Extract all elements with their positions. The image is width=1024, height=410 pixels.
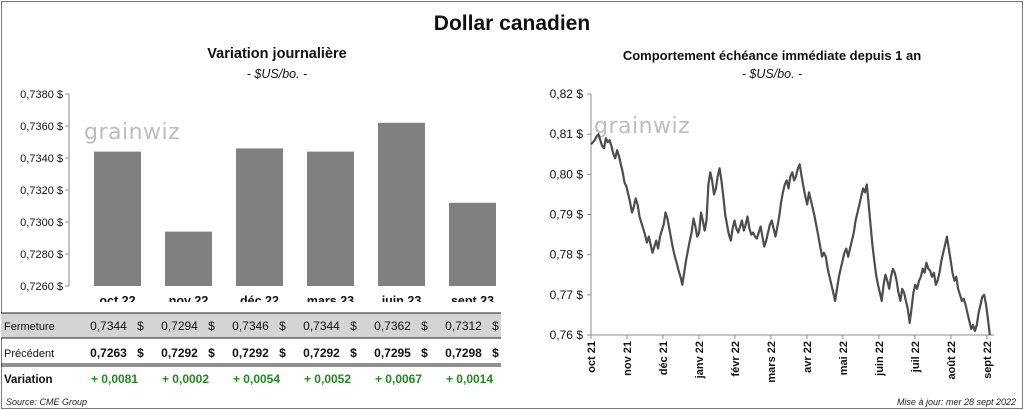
bar-x-tick-label: sept 23 bbox=[451, 294, 494, 302]
table-cell-value: 0,7292 bbox=[232, 346, 269, 360]
bar-y-tick-label: 0,7260 $ bbox=[20, 281, 63, 293]
line-y-tick-label: 0,81 $ bbox=[550, 127, 584, 141]
bar-y-tick-label: 0,7340 $ bbox=[20, 153, 63, 165]
table-cell-value: 0,7292 bbox=[161, 346, 198, 360]
quote-table: Fermeture 0,7344 $0,7294 $0,7346 $0,7344 $0,7… bbox=[1, 312, 501, 386]
table-row-label: Fermeture bbox=[4, 321, 55, 333]
table-cell-currency: $ bbox=[492, 346, 499, 360]
left-chart-subtitle: - $US/bo. - bbox=[246, 67, 308, 81]
line-x-tick-label: mars 22 bbox=[766, 341, 778, 383]
line-x-tick-label: déc 21 bbox=[658, 341, 670, 375]
line-x-tick-label: janv 22 bbox=[694, 341, 706, 379]
bar-y-tick-label: 0,7300 $ bbox=[20, 217, 63, 229]
table-cell-currency: $ bbox=[137, 346, 144, 360]
line-y-tick-label: 0,82 $ bbox=[550, 87, 584, 101]
table-cell-currency: $ bbox=[492, 319, 499, 333]
bar-x-tick-label: nov 22 bbox=[169, 294, 209, 302]
bar bbox=[165, 231, 212, 286]
bar bbox=[236, 148, 283, 286]
update-note: Mise à jour: mer 28 sept 2022 bbox=[896, 397, 1016, 407]
bar-y-tick-label: 0,7380 $ bbox=[20, 89, 63, 101]
bar-x-tick-label: mars 23 bbox=[307, 294, 354, 302]
table-cell-value: 0,7298 bbox=[445, 346, 482, 360]
table-cell-variation: + 0,0067 bbox=[375, 372, 422, 386]
table-cell-currency: $ bbox=[421, 319, 428, 333]
page-title: Dollar canadien bbox=[433, 12, 591, 35]
table-cell-value: 0,7362 bbox=[374, 319, 411, 333]
left-chart-title: Variation journalière bbox=[207, 46, 347, 62]
table-cell-currency: $ bbox=[279, 346, 286, 360]
table-cell-value: 0,7312 bbox=[445, 319, 482, 333]
table-cell-value: 0,7263 bbox=[90, 346, 127, 360]
table-cell-currency: $ bbox=[350, 346, 357, 360]
line-x-tick-label: nov 21 bbox=[622, 341, 634, 376]
right-chart-title: Comportement échéance immédiate depuis 1… bbox=[622, 48, 922, 63]
right-watermark-logo: grainwiz bbox=[594, 114, 691, 139]
table-cell-currency: $ bbox=[208, 346, 215, 360]
source-note: Source: CME Group bbox=[6, 397, 88, 407]
table-cell-value: 0,7295 bbox=[374, 346, 411, 360]
table-cell-currency: $ bbox=[350, 319, 357, 333]
line-y-tick-label: 0,76 $ bbox=[550, 328, 584, 342]
bar-x-tick-label: juin 23 bbox=[381, 294, 422, 302]
bar bbox=[378, 122, 425, 286]
line-y-tick-label: 0,79 $ bbox=[550, 208, 584, 222]
table-cell-variation: + 0,0014 bbox=[446, 372, 493, 386]
right-chart-subtitle: - $US/bo. - bbox=[741, 67, 803, 81]
fermeture-row-band bbox=[1, 313, 501, 338]
bar-y-tick-label: 0,7360 $ bbox=[20, 121, 63, 133]
table-cell-variation: + 0,0052 bbox=[304, 372, 351, 386]
line-x-tick-label: mai 22 bbox=[838, 341, 850, 375]
line-chart: 0,76 $ 0,77 $ 0,78 $ 0,79 $ 0,80 $ 0,81 $ 0,82… bbox=[550, 87, 994, 383]
table-row-label: Variation bbox=[4, 374, 53, 386]
line-y-tick-label: 0,80 $ bbox=[550, 167, 584, 181]
bar-y-tick-label: 0,7280 $ bbox=[20, 249, 63, 261]
table-cell-value: 0,7294 bbox=[161, 319, 198, 333]
table-cell-currency: $ bbox=[208, 319, 215, 333]
table-cell-value: 0,7346 bbox=[232, 319, 269, 333]
table-cell-value: 0,7344 bbox=[90, 319, 127, 333]
line-x-tick-label: juin 22 bbox=[874, 341, 886, 377]
bar-y-tick-label: 0,7320 $ bbox=[20, 185, 63, 197]
line-x-tick-label: févr 22 bbox=[730, 341, 742, 376]
bar-x-tick-label: oct 22 bbox=[99, 294, 135, 302]
line-y-tick-label: 0,77 $ bbox=[550, 288, 584, 302]
bar bbox=[449, 202, 496, 286]
line-x-tick-label: oct 21 bbox=[586, 341, 598, 373]
table-cell-variation: + 0,0054 bbox=[233, 372, 280, 386]
price-series-line bbox=[590, 133, 991, 336]
table-cell-currency: $ bbox=[279, 319, 286, 333]
line-x-tick-label: juil 22 bbox=[910, 341, 922, 373]
bar bbox=[307, 151, 354, 286]
line-x-tick-label: août 22 bbox=[946, 341, 958, 380]
bar bbox=[94, 151, 141, 286]
bar-chart: 0,7260 $ 0,7280 $ 0,7300 $ 0,7320 $ 0,7340 $… bbox=[20, 89, 496, 302]
line-x-tick-label: sept 22 bbox=[982, 341, 994, 379]
line-x-tick-label: avr 22 bbox=[802, 341, 814, 373]
table-cell-variation: + 0,0081 bbox=[91, 372, 138, 386]
line-y-tick-label: 0,78 $ bbox=[550, 248, 584, 262]
table-cell-currency: $ bbox=[421, 346, 428, 360]
table-cell-variation: + 0,0002 bbox=[162, 372, 209, 386]
table-row-label: Précédent bbox=[4, 348, 54, 360]
table-cell-value: 0,7344 bbox=[303, 319, 340, 333]
table-cell-value: 0,7292 bbox=[303, 346, 340, 360]
bar-x-tick-label: déc 22 bbox=[240, 294, 279, 302]
table-cell-currency: $ bbox=[137, 319, 144, 333]
left-watermark-logo: grainwiz bbox=[84, 120, 181, 145]
